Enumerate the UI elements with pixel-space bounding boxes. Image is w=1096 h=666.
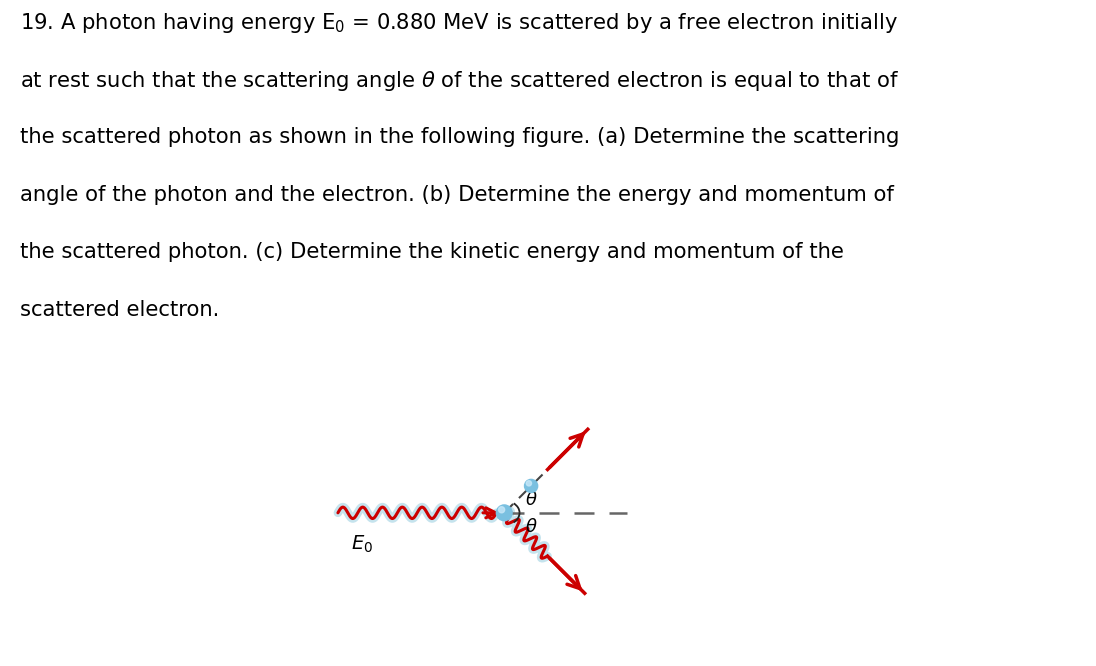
- Circle shape: [496, 505, 512, 521]
- Text: the scattered photon as shown in the following figure. (a) Determine the scatter: the scattered photon as shown in the fol…: [20, 127, 899, 147]
- Text: E$_0$: E$_0$: [351, 534, 374, 555]
- Text: $\theta$: $\theta$: [525, 491, 538, 509]
- Text: the scattered photon. (c) Determine the kinetic energy and momentum of the: the scattered photon. (c) Determine the …: [20, 242, 844, 262]
- Text: $\theta$: $\theta$: [525, 518, 538, 536]
- Text: scattered electron.: scattered electron.: [20, 300, 219, 320]
- Text: at rest such that the scattering angle $\theta$ of the scattered electron is equ: at rest such that the scattering angle $…: [20, 69, 899, 93]
- Text: angle of the photon and the electron. (b) Determine the energy and momentum of: angle of the photon and the electron. (b…: [20, 184, 893, 204]
- Circle shape: [525, 480, 538, 493]
- Circle shape: [499, 507, 504, 513]
- Text: 19. A photon having energy E$_0$ = 0.880 MeV is scattered by a free electron ini: 19. A photon having energy E$_0$ = 0.880…: [20, 11, 898, 35]
- Circle shape: [526, 481, 532, 486]
